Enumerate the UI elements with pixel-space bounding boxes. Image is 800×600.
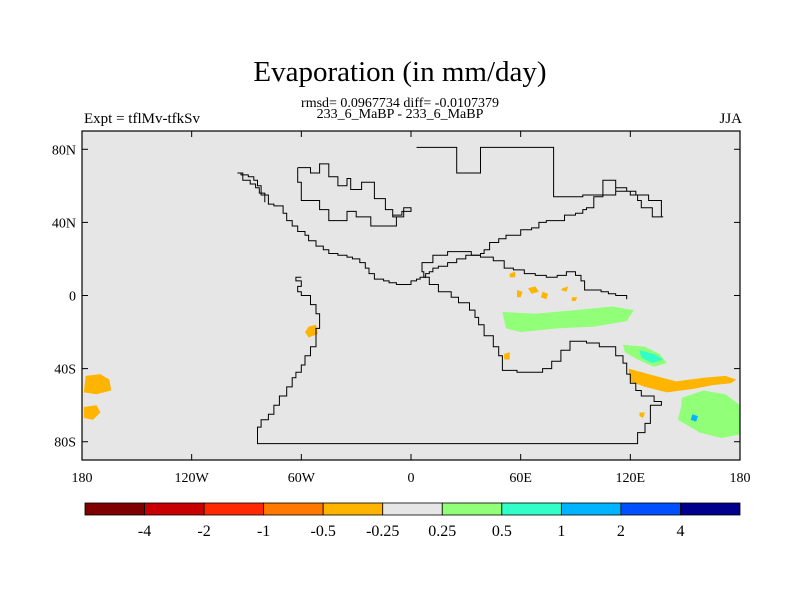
anomaly-region-12 xyxy=(502,306,634,333)
colorbar-label-7: 1 xyxy=(557,523,565,540)
colorbar-label-0: -4 xyxy=(138,523,151,540)
colorbar-label-5: 0.25 xyxy=(428,523,456,540)
colorbar-label-3: -0.5 xyxy=(311,523,336,540)
comparison-label: 233_6_MaBP - 233_6_MaBP xyxy=(316,107,484,122)
anomaly-region-3 xyxy=(628,368,737,393)
anomaly-region-5 xyxy=(517,290,523,298)
experiment-label: Expt = tflMv-tfkSv xyxy=(84,111,200,127)
anomaly-region-4 xyxy=(504,352,510,360)
colorbar-swatch-1 xyxy=(144,502,205,516)
colorbar-label-8: 2 xyxy=(617,523,625,540)
axis-ticks: 180 120W 60W 0 60E 120E 180 80N 40N 0 40S 80S xyxy=(52,131,751,486)
anomaly-region-16 xyxy=(690,414,698,422)
colorbar-swatch-10 xyxy=(680,502,741,516)
plot-background xyxy=(82,131,740,460)
y-tick-label-3: 40S xyxy=(54,363,76,378)
coastline-0 xyxy=(237,146,664,285)
anomaly-region-14 xyxy=(677,390,740,439)
anomaly-region-8 xyxy=(540,291,549,300)
anomaly-region-11 xyxy=(639,412,645,418)
colorbar-swatch-4 xyxy=(322,502,384,516)
anomaly-region-2 xyxy=(305,324,318,338)
colorbar-label-1: -2 xyxy=(197,523,210,540)
chart-title: Evaporation (in mm/day) xyxy=(253,56,547,88)
anomaly-region-7 xyxy=(509,271,516,278)
anomaly-region-0 xyxy=(83,374,112,395)
x-tick-label-3: 0 xyxy=(408,471,415,486)
anomaly-region-10 xyxy=(571,297,578,301)
colorbar-swatch-8 xyxy=(560,502,622,516)
colorbar-swatch-9 xyxy=(620,502,681,516)
anomaly-layer xyxy=(83,271,740,439)
colorbar-swatch-0 xyxy=(84,502,145,516)
x-tick-label-6: 180 xyxy=(730,471,751,486)
coastline-2 xyxy=(297,163,412,227)
colorbar-swatch-6 xyxy=(441,502,503,516)
season-label: JJA xyxy=(719,111,742,127)
colorbar-label-4: -0.25 xyxy=(366,523,399,540)
y-tick-label-0: 80N xyxy=(52,143,76,158)
y-tick-label-2: 0 xyxy=(69,290,76,305)
colorbar: -4 -2 -1 -0.5 -0.25 0.25 0.5 1 2 4 xyxy=(84,502,741,540)
anomaly-region-9 xyxy=(560,286,569,292)
coastline-1 xyxy=(257,251,662,445)
y-tick-label-4: 80S xyxy=(54,436,76,451)
x-tick-label-4: 60E xyxy=(509,471,532,486)
stats-line: rmsd= 0.0967734 diff= -0.0107379 xyxy=(301,96,499,111)
colorbar-label-2: -1 xyxy=(257,523,270,540)
colorbar-label-6: 0.5 xyxy=(492,523,512,540)
x-tick-label-0: 180 xyxy=(72,471,93,486)
colorbar-swatch-7 xyxy=(501,502,562,516)
anomaly-region-1 xyxy=(83,405,101,420)
colorbar-label-9: 4 xyxy=(676,523,684,540)
x-tick-label-1: 120W xyxy=(175,471,210,486)
x-tick-label-5: 120E xyxy=(616,471,646,486)
x-tick-label-2: 60W xyxy=(288,471,316,486)
y-tick-label-1: 40N xyxy=(52,216,76,231)
anomaly-region-6 xyxy=(528,286,539,294)
coastline-layer xyxy=(237,146,664,445)
colorbar-swatch-5 xyxy=(382,502,443,516)
anomaly-region-15 xyxy=(639,350,664,364)
colorbar-swatch-3 xyxy=(263,502,324,516)
colorbar-swatch-2 xyxy=(203,502,265,516)
